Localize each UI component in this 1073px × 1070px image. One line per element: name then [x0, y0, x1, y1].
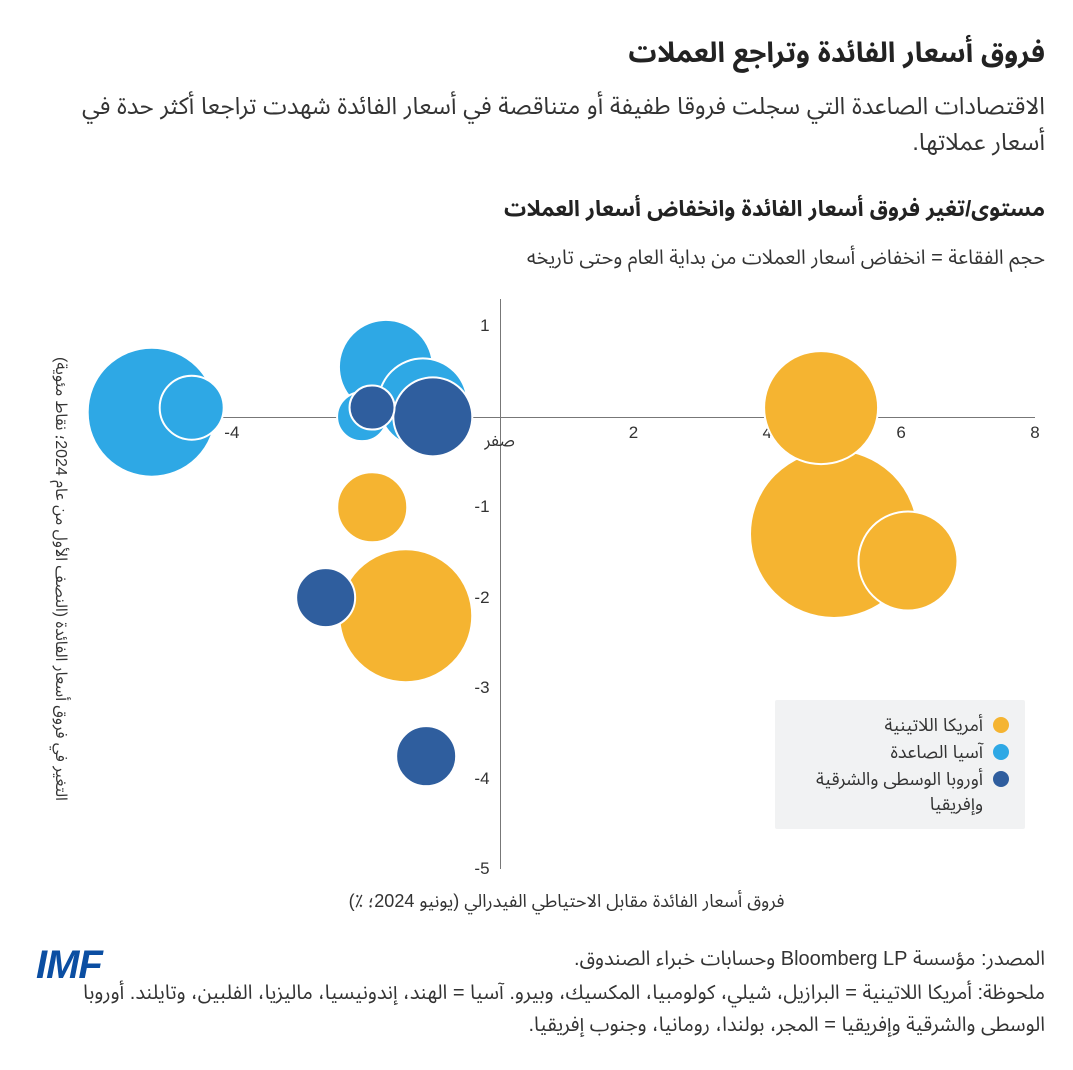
y-tick-label: 4- [474, 769, 489, 789]
legend-label: آسيا الصاعدة [891, 740, 984, 764]
legend-dot-icon [993, 771, 1009, 787]
x-tick-label: 2 [629, 423, 638, 443]
legend-dot-icon [993, 717, 1009, 733]
source-text: المصدر: مؤسسة Bloomberg LP وحسابات خبراء… [28, 943, 1045, 975]
x-tick-label: صفر [484, 423, 515, 459]
imf-logo: IMF [36, 943, 102, 988]
bubble-cee_africa [395, 725, 457, 787]
x-axis-line [98, 417, 1035, 419]
bubble-cee_africa [349, 384, 396, 431]
x-tick-label: 4- [224, 423, 239, 443]
legend-label: أوروبا الوسطى والشرقية وإفريقيا [797, 767, 983, 816]
bubble-asia [158, 374, 225, 441]
bubble-latin_america [337, 471, 409, 543]
page-title: فروق أسعار الفائدة وتراجع العملات [28, 24, 1045, 83]
y-tick-label: 1 [480, 316, 489, 336]
legend-item: آسيا الصاعدة [797, 740, 1009, 764]
bubble-latin_america [763, 350, 879, 466]
bubble-chart: التغير في فروق أسعار الفائدة (النصف الأو… [28, 289, 1045, 929]
bubble-size-note: حجم الفقاعة = انخفاض أسعار العملات من بد… [28, 237, 1045, 279]
legend-item: أمريكا اللاتينية [797, 713, 1009, 737]
y-axis-title: التغير في فروق أسعار الفائدة (النصف الأو… [40, 289, 80, 869]
bubble-cee_africa [392, 376, 473, 457]
plot-area: 4-2-صفر246811-2-3-4-5-أمريكا اللاتينيةآس… [98, 299, 1035, 869]
bubble-cee_africa [295, 567, 357, 629]
legend-dot-icon [993, 744, 1009, 760]
x-axis-title: فروق أسعار الفائدة مقابل الاحتياطي الفيد… [98, 883, 1035, 921]
page-subtitle: الاقتصادات الصاعدة التي سجلت فروقا طفيفة… [28, 89, 1045, 161]
legend: أمريكا اللاتينية آسيا الصاعدة أوروبا الوسط… [775, 700, 1025, 829]
bubble-latin_america [857, 511, 958, 612]
y-tick-label: 5- [474, 859, 489, 879]
y-axis-line [500, 299, 502, 869]
x-tick-label: 6 [896, 423, 905, 443]
x-tick-label: 8 [1030, 423, 1039, 443]
note-text: ملحوظة: أمريكا اللاتينية = البرازيل، شيل… [28, 977, 1045, 1041]
legend-label: أمريكا اللاتينية [884, 713, 983, 737]
chart-title: مستوى/تغير فروق أسعار الفائدة وانخفاض أس… [28, 187, 1045, 233]
y-tick-label: 2- [474, 588, 489, 608]
legend-item: أوروبا الوسطى والشرقية وإفريقيا [797, 767, 1009, 816]
y-tick-label: 3- [474, 678, 489, 698]
bubble-latin_america [338, 548, 474, 684]
y-tick-label: 1- [474, 497, 489, 517]
